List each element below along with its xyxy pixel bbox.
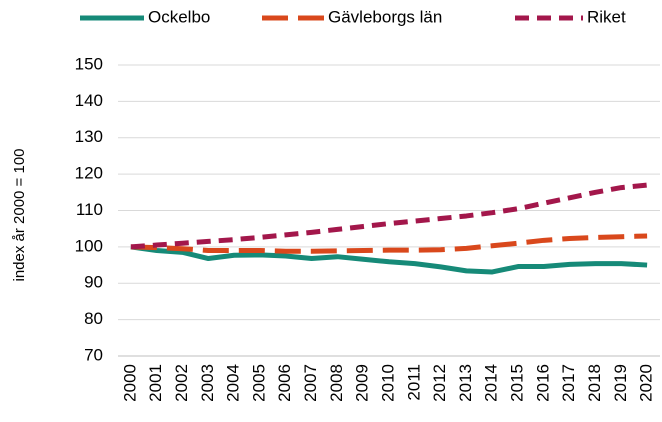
x-tick-label: 2001 xyxy=(146,364,165,402)
x-tick-label: 2011 xyxy=(404,364,423,401)
x-tick-label: 2009 xyxy=(353,364,372,402)
x-tick-label: 2002 xyxy=(172,364,191,402)
y-tick-label: 80 xyxy=(84,309,103,328)
x-tick-label: 2003 xyxy=(198,364,217,402)
legend-label: Gävleborgs län xyxy=(328,7,442,26)
x-tick-label: 2000 xyxy=(120,364,139,402)
x-tick-label: 2008 xyxy=(327,364,346,402)
y-tick-label: 120 xyxy=(75,164,103,183)
x-tick-label: 2004 xyxy=(224,364,243,402)
x-tick-label: 2007 xyxy=(301,364,320,402)
y-tick-label: 100 xyxy=(75,236,103,255)
x-tick-label: 2017 xyxy=(559,364,578,402)
x-tick-label: 2019 xyxy=(611,364,630,402)
x-tick-label: 2005 xyxy=(249,364,268,402)
legend-label: Ockelbo xyxy=(148,7,210,26)
series-line xyxy=(130,233,648,254)
x-tick-label: 2013 xyxy=(456,364,475,402)
x-tick-label: 2010 xyxy=(378,364,397,402)
y-tick-label: 140 xyxy=(75,91,103,110)
y-tick-label: 110 xyxy=(76,200,103,219)
x-tick-label: 2018 xyxy=(585,364,604,402)
series-line xyxy=(130,244,648,275)
x-tick-label: 2012 xyxy=(430,364,449,402)
y-tick-label: 150 xyxy=(75,54,103,73)
y-tick-label: 90 xyxy=(84,273,103,292)
x-tick-label: 2006 xyxy=(275,364,294,402)
y-tick-label: 70 xyxy=(84,345,103,364)
y-tick-label: 130 xyxy=(75,127,103,146)
legend-label: Riket xyxy=(587,7,626,26)
x-tick-label: 2014 xyxy=(482,364,501,402)
x-tick-label: 2020 xyxy=(637,364,656,402)
y-axis-label: index år 2000 = 100 xyxy=(11,148,28,281)
x-tick-label: 2016 xyxy=(533,364,552,402)
x-tick-label: 2015 xyxy=(508,364,527,402)
